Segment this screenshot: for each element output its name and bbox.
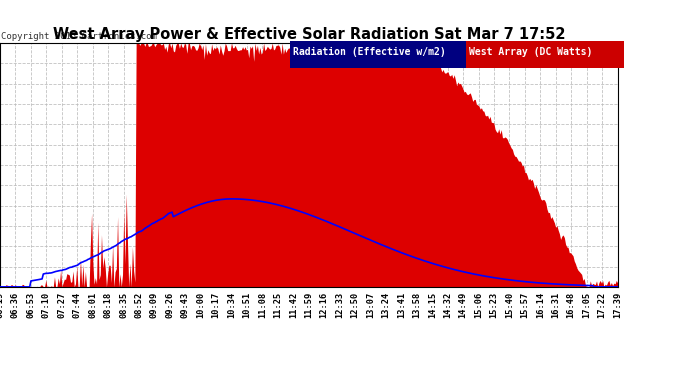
Text: West Array (DC Watts): West Array (DC Watts) bbox=[469, 47, 593, 57]
Text: Radiation (Effective w/m2): Radiation (Effective w/m2) bbox=[293, 47, 446, 57]
Title: West Array Power & Effective Solar Radiation Sat Mar 7 17:52: West Array Power & Effective Solar Radia… bbox=[52, 27, 565, 42]
Text: Copyright 2015 Cartronics.com: Copyright 2015 Cartronics.com bbox=[1, 32, 157, 41]
